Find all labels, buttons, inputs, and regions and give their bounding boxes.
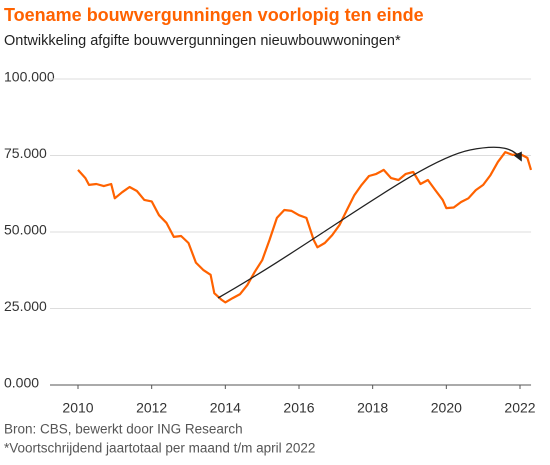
x-tick-label: 2016 (283, 400, 314, 416)
source: Bron: CBS, bewerkt door ING Research (4, 422, 243, 437)
y-tick-label: 50.000 (4, 222, 47, 238)
chart-subtitle: Ontwikkeling afgifte bouwvergunningen ni… (4, 33, 401, 49)
y-tick-label: 75.000 (4, 145, 47, 161)
chart-title: Toename bouwvergunningen voorlopig ten e… (4, 5, 424, 25)
footnote: *Voortschrijdend jaartotaal per maand t/… (4, 441, 315, 456)
x-tick-label: 2022 (504, 400, 535, 416)
x-tick-label: 2020 (431, 400, 462, 416)
y-tick-label: 25.000 (4, 298, 47, 314)
y-tick-label: 100.000 (4, 69, 55, 85)
x-tick-label: 2012 (136, 400, 167, 416)
y-tick-label: 0.000 (4, 375, 39, 391)
x-tick-label: 2018 (357, 400, 388, 416)
x-tick-label: 2014 (210, 400, 241, 416)
data-line (77, 151, 533, 304)
x-tick-label: 2010 (62, 400, 93, 416)
trend-arrow (217, 146, 522, 299)
plot-area: 0.000 25.000 50.000 75.000 100.000 2010 2012 20… (4, 69, 536, 416)
